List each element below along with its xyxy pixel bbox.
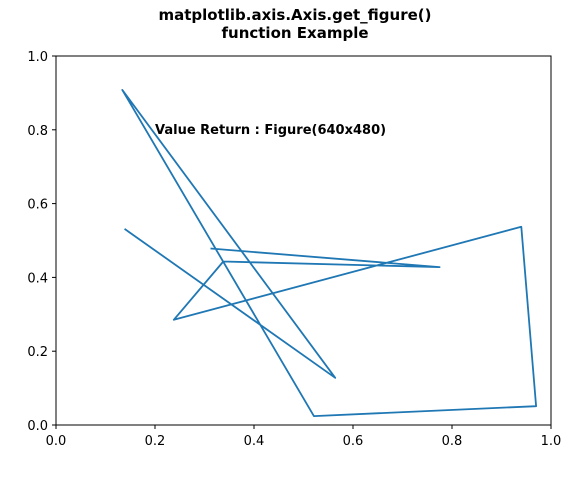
x-tick-label: 1.0 [541,434,562,449]
x-tick-label: 0.2 [145,434,166,449]
chart-title-line-1: matplotlib.axis.Axis.get_figure() [158,6,431,24]
chart-annotation: Value Return : Figure(640x480) [155,123,386,138]
series-line-1 [121,89,537,418]
y-tick-label: 0.0 [27,419,48,434]
x-tick-label: 0.6 [343,434,364,449]
y-tick-label: 0.4 [27,271,48,286]
x-tick-label: 0.8 [442,434,463,449]
x-tick-label: 0.0 [46,434,67,449]
y-tick-label: 0.8 [27,124,48,139]
plot-frame [55,55,552,426]
y-tick-label: 0.2 [27,345,48,360]
y-tick-label: 1.0 [27,50,48,65]
x-tick-label: 0.4 [244,434,265,449]
chart-title-line-2: function Example [221,24,368,42]
y-tick-label: 0.6 [27,198,48,213]
